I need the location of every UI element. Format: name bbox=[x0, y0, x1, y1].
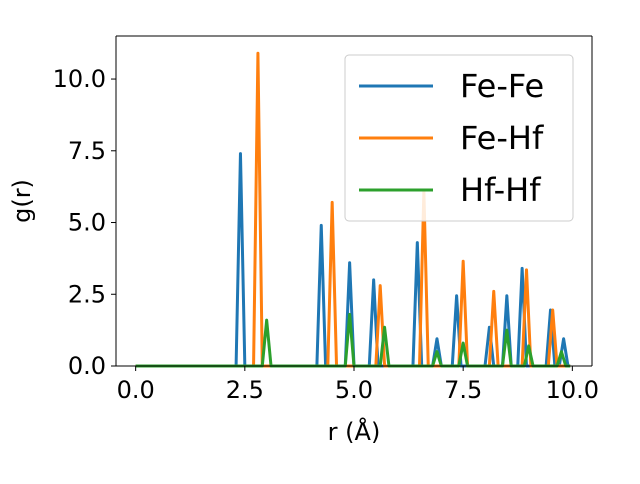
legend-label-hf-hf: Hf-Hf bbox=[460, 171, 541, 209]
legend-entry-hf-hf: Hf-Hf bbox=[359, 171, 541, 209]
legend-frame bbox=[344, 54, 574, 222]
x-axis-label: r (Å) bbox=[328, 417, 381, 446]
x-tick-label: 5.0 bbox=[335, 376, 373, 404]
legend-label-fe-fe: Fe-Fe bbox=[460, 67, 544, 105]
x-axis-ticks: 0.0 2.5 5.0 7.5 10.0 bbox=[117, 366, 599, 404]
y-tick-label: 10.0 bbox=[53, 65, 106, 93]
x-tick-label: 0.0 bbox=[117, 376, 155, 404]
y-axis-label: g(r) bbox=[8, 179, 36, 223]
y-axis-ticks: 0.0 2.5 5.0 7.5 10.0 bbox=[53, 65, 116, 380]
x-tick-label: 10.0 bbox=[546, 376, 599, 404]
y-tick-label: 2.5 bbox=[68, 280, 106, 308]
legend: Fe-Fe Fe-Hf Hf-Hf bbox=[344, 54, 574, 222]
legend-entry-fe-fe: Fe-Fe bbox=[359, 67, 544, 105]
y-tick-label: 7.5 bbox=[68, 137, 106, 165]
legend-entry-fe-hf: Fe-Hf bbox=[359, 119, 544, 157]
x-tick-label: 7.5 bbox=[444, 376, 482, 404]
legend-label-fe-hf: Fe-Hf bbox=[460, 119, 544, 157]
y-tick-label: 5.0 bbox=[68, 209, 106, 237]
y-tick-label: 0.0 bbox=[68, 352, 106, 380]
x-tick-label: 2.5 bbox=[226, 376, 264, 404]
